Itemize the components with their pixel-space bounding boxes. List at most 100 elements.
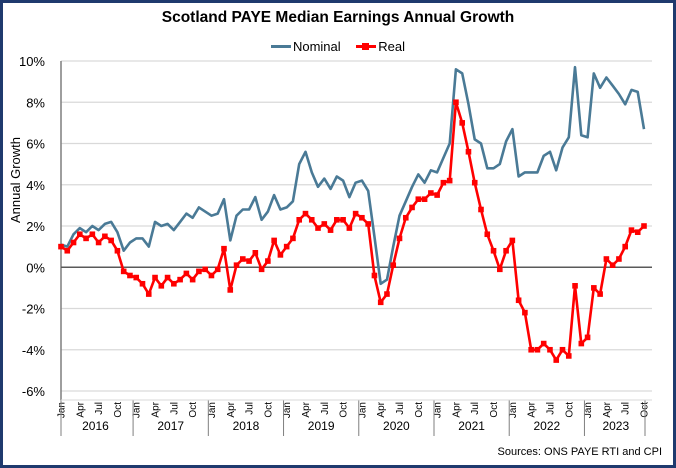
x-month-label: Jul <box>320 402 331 415</box>
legend-item-nominal: Nominal <box>270 39 341 54</box>
data-point-real <box>453 99 459 106</box>
data-point-real <box>434 192 440 198</box>
y-tick-label: 6% <box>26 137 45 152</box>
x-year-label: 2021 <box>458 419 485 433</box>
data-point-real <box>158 283 165 289</box>
data-point-real <box>114 247 121 254</box>
data-point-real <box>478 206 484 213</box>
data-point-real <box>183 270 190 277</box>
y-tick-label: 0% <box>26 260 45 275</box>
legend-item-real: Real <box>356 39 405 54</box>
y-tick-label: 8% <box>26 95 45 110</box>
x-month-label: Jul <box>169 402 180 415</box>
x-month-label: Oct <box>339 402 350 418</box>
data-point-real <box>559 346 566 353</box>
series-line-real <box>60 101 645 362</box>
data-point-real <box>440 179 447 186</box>
data-point-real <box>290 235 296 242</box>
x-month-label: Oct <box>564 402 575 418</box>
data-point-real <box>233 262 240 268</box>
x-month-label: Apr <box>301 401 312 417</box>
data-point-real <box>108 237 114 244</box>
data-point-real <box>152 274 158 281</box>
y-tick-label: -2% <box>22 302 46 317</box>
data-point-real <box>534 346 541 353</box>
data-point-real <box>95 239 102 246</box>
data-point-real <box>402 214 409 221</box>
data-point-real <box>302 210 309 217</box>
data-point-real <box>227 287 234 293</box>
x-month-label: Apr <box>226 401 237 417</box>
x-month-label: Apr <box>451 401 462 417</box>
series-line-nominal <box>60 65 646 286</box>
x-year-label: 2019 <box>308 419 335 433</box>
data-point-real <box>565 353 572 359</box>
data-point-real <box>258 266 265 273</box>
x-month-label: Apr <box>602 401 613 417</box>
y-tick-label: 4% <box>26 178 45 193</box>
data-point-real <box>139 280 146 287</box>
data-point-real <box>64 247 71 254</box>
data-point-real <box>553 357 560 363</box>
data-point-real <box>177 276 183 283</box>
data-point-real <box>365 221 371 227</box>
data-point-real <box>628 227 635 233</box>
x-month-label: Jul <box>94 402 105 415</box>
data-point-real <box>77 231 83 238</box>
x-month-label: Oct <box>113 402 124 418</box>
data-point-real <box>164 274 171 281</box>
data-point-real <box>547 346 553 353</box>
data-point-real <box>315 225 321 231</box>
data-point-real <box>202 266 208 273</box>
x-month-label: Jan <box>207 402 218 418</box>
data-point-real <box>196 268 202 275</box>
data-point-real <box>352 210 359 217</box>
x-month-label: Apr <box>75 401 86 417</box>
data-point-real <box>83 235 89 242</box>
data-point-real <box>214 266 221 273</box>
data-point-real <box>459 120 466 126</box>
data-point-real <box>446 177 453 184</box>
x-year-label: 2018 <box>233 419 260 433</box>
data-point-real <box>490 247 497 254</box>
data-point-real <box>127 272 133 279</box>
data-point-real <box>622 243 628 250</box>
data-point-real <box>609 262 616 268</box>
data-point-real <box>277 252 284 258</box>
data-point-real <box>221 245 227 252</box>
x-month-label: Oct <box>263 402 274 418</box>
x-month-label: Jan <box>508 402 519 418</box>
x-month-label: Oct <box>188 402 199 418</box>
data-point-real <box>616 256 622 262</box>
data-point-real <box>603 256 610 262</box>
y-tick-label: 2% <box>26 219 45 234</box>
data-point-real <box>265 258 271 264</box>
data-point-real <box>641 223 647 229</box>
data-point-real <box>70 239 77 246</box>
data-point-real <box>497 266 503 273</box>
data-point-real <box>283 243 290 250</box>
data-point-real <box>321 221 328 227</box>
x-month-label: Jan <box>357 402 368 418</box>
data-point-real <box>89 231 96 238</box>
data-point-real <box>246 258 252 264</box>
source-note: Sources: ONS PAYE RTI and CPI <box>497 446 662 458</box>
data-point-real <box>346 225 353 231</box>
data-point-real <box>208 272 215 279</box>
data-point-real <box>359 214 365 221</box>
data-point-real <box>384 291 390 297</box>
data-point-real <box>597 291 603 297</box>
data-point-real <box>409 204 415 211</box>
x-month-label: Apr <box>151 401 162 417</box>
data-point-real <box>572 283 578 289</box>
x-year-label: 2022 <box>533 419 560 433</box>
data-point-real <box>133 274 140 281</box>
data-point-real <box>540 340 547 347</box>
x-month-label: Jan <box>433 402 444 418</box>
data-point-real <box>634 229 641 235</box>
x-month-label: Oct <box>489 402 500 418</box>
data-point-real <box>390 262 397 268</box>
data-point-real <box>58 243 64 250</box>
y-tick-label: -4% <box>22 343 46 358</box>
